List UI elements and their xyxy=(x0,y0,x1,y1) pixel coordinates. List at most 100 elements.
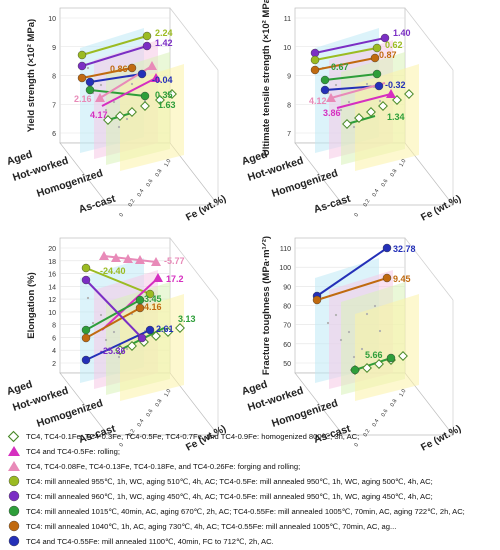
circle-marker xyxy=(142,41,152,51)
depth-edge xyxy=(404,237,454,301)
x-tick-label: 0.8 xyxy=(155,398,164,408)
data-label: -24.40 xyxy=(100,266,126,276)
legend-label: TC4: mill annealed 955℃, 1h, WC, aging 5… xyxy=(26,477,433,486)
background-point xyxy=(104,108,108,112)
triangle-marker xyxy=(111,253,121,262)
legend-label: TC4: mill annealed 1040℃, 1h, AC, aging … xyxy=(26,522,396,531)
background-point xyxy=(91,321,95,325)
series-line xyxy=(314,37,386,54)
circle-marker xyxy=(135,303,145,313)
z-tick-label: 50 xyxy=(283,361,291,368)
diamond-marker xyxy=(127,341,137,351)
data-label: 0.86 xyxy=(110,64,128,74)
z-axis-label: Ultimate tensile strength (×10² MPa) xyxy=(261,0,272,156)
x-tick-label: 1.0 xyxy=(399,158,408,168)
data-label: 1.34 xyxy=(387,112,405,122)
diamond-marker xyxy=(103,115,113,125)
background-point xyxy=(117,355,121,359)
x-tick-label: 0 xyxy=(354,212,361,218)
legend-item: TC4: mill annealed 955℃, 1h, WC, aging 5… xyxy=(8,475,433,487)
legend-label: TC4, TC4-0.08Fe, TC4-0.13Fe, TC4-0.18Fe,… xyxy=(26,462,300,471)
series-line xyxy=(85,267,151,295)
x-tick-label: 0.6 xyxy=(146,408,155,418)
data-label: 0.87 xyxy=(379,50,397,60)
x-tick-label: 0.6 xyxy=(381,178,390,188)
z-tick-label: 100 xyxy=(279,265,291,272)
z-tick-label: 70 xyxy=(283,323,291,330)
legend-circle-icon xyxy=(8,535,20,547)
legend: TC4, TC4-0.1Fe, TC4-0.3Fe, TC4-0.5Fe, TC… xyxy=(7,430,465,547)
z-axis-label: Elongation (%) xyxy=(26,272,37,339)
background-point xyxy=(378,99,382,103)
x-tick-label: 0.2 xyxy=(363,428,372,438)
x-tick-label: 0.8 xyxy=(390,398,399,408)
legend-item: TC4 and TC4-0.5Fe: rolling; xyxy=(8,446,120,456)
series-line xyxy=(314,57,376,71)
x-tick-label: 0 xyxy=(119,442,126,448)
background-point xyxy=(112,100,116,104)
data-label: 3.45 xyxy=(144,294,162,304)
z-tick-label: 10 xyxy=(48,310,56,317)
diamond-marker xyxy=(151,331,161,341)
triangle-marker xyxy=(95,93,105,102)
circle-marker xyxy=(145,289,155,299)
z-tick-label: 6 xyxy=(52,335,56,342)
circle-marker xyxy=(370,53,380,63)
diamond-marker xyxy=(167,89,177,99)
x-tick-label: 0.4 xyxy=(137,188,146,198)
data-label: 3.86 xyxy=(323,108,341,118)
background-point xyxy=(334,83,338,87)
triangle-marker xyxy=(151,73,161,82)
series-line xyxy=(101,277,159,331)
diamond-marker xyxy=(362,363,372,373)
circle-marker xyxy=(85,85,95,95)
x-tick-label: 0.2 xyxy=(128,198,137,208)
data-label: -5.77 xyxy=(164,256,185,266)
circle-marker xyxy=(85,77,95,87)
z-tick-label: 7 xyxy=(52,102,56,109)
background-point xyxy=(339,108,343,112)
data-label: 0.67 xyxy=(331,62,349,72)
series-line xyxy=(316,247,388,297)
data-label: 0.35 xyxy=(155,90,173,100)
category-label: Aged xyxy=(5,378,34,398)
background-point xyxy=(99,313,103,317)
panel-fracture-toughness: 50 60 70 80 90 100 110 Fracture toughness (MPa·… xyxy=(240,236,463,454)
legend-circle-icon xyxy=(8,520,20,532)
circle-marker xyxy=(140,91,150,101)
data-label: 1.40 xyxy=(393,28,411,38)
circle-marker xyxy=(77,73,87,83)
background-point xyxy=(352,125,356,129)
z-tick-label: 10 xyxy=(48,16,56,23)
legend-label: TC4 and TC4-0.5Fe: rolling; xyxy=(26,447,120,456)
data-label: -0.32 xyxy=(385,80,406,90)
z-tick-label: 60 xyxy=(283,342,291,349)
diamond-marker xyxy=(140,101,150,111)
depth-edge xyxy=(169,237,219,301)
diamond-marker xyxy=(398,351,408,361)
category-plane xyxy=(120,294,184,401)
series-line xyxy=(354,357,392,371)
diamond-marker xyxy=(163,327,173,337)
circle-marker xyxy=(380,33,390,43)
circle-marker xyxy=(310,48,320,58)
circle-marker xyxy=(137,333,147,343)
diamond-marker xyxy=(374,359,384,369)
data-label: 2.24 xyxy=(155,28,173,38)
circle-marker xyxy=(127,63,137,73)
legend-item: TC4, TC4-0.08Fe, TC4-0.13Fe, TC4-0.18Fe,… xyxy=(8,461,300,471)
series-line xyxy=(314,47,378,61)
data-label: 5.66 xyxy=(365,350,383,360)
circle-marker xyxy=(142,31,152,41)
legend-triangle-icon xyxy=(8,461,20,471)
series-line xyxy=(81,35,148,56)
background-point xyxy=(326,321,330,325)
z-tick-label: 14 xyxy=(48,284,56,291)
circle-marker xyxy=(81,325,91,335)
x-tick-label: 0 xyxy=(119,212,126,218)
category-plane xyxy=(355,294,419,401)
z-tick-label: 8 xyxy=(287,102,291,109)
z-tick-label: 80 xyxy=(283,304,291,311)
diamond-marker xyxy=(354,113,364,123)
